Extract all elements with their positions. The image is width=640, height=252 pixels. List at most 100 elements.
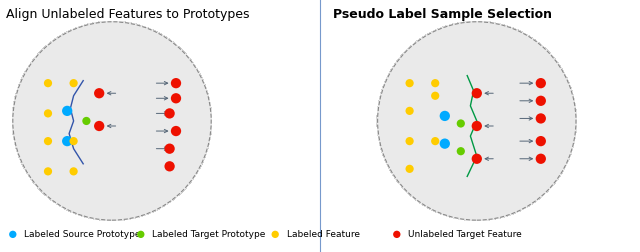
Ellipse shape [378, 22, 576, 220]
Ellipse shape [13, 22, 211, 220]
Ellipse shape [378, 22, 576, 220]
Ellipse shape [13, 22, 211, 220]
Ellipse shape [378, 22, 576, 220]
Ellipse shape [13, 22, 211, 220]
Point [62, 139, 72, 143]
Ellipse shape [13, 22, 211, 220]
Ellipse shape [13, 22, 211, 220]
Ellipse shape [378, 22, 576, 220]
Ellipse shape [13, 22, 211, 220]
Ellipse shape [378, 22, 576, 220]
Ellipse shape [13, 22, 211, 220]
Ellipse shape [13, 22, 211, 220]
Ellipse shape [378, 22, 576, 220]
Ellipse shape [13, 22, 211, 220]
Ellipse shape [13, 22, 211, 220]
Ellipse shape [378, 22, 576, 220]
Ellipse shape [378, 22, 576, 220]
Ellipse shape [378, 22, 576, 220]
Ellipse shape [378, 22, 576, 220]
Ellipse shape [378, 22, 576, 220]
Ellipse shape [13, 22, 211, 220]
Ellipse shape [13, 22, 211, 220]
Point [62, 109, 72, 113]
Ellipse shape [13, 22, 211, 220]
Point [536, 157, 546, 161]
Ellipse shape [378, 22, 576, 220]
Ellipse shape [13, 22, 211, 220]
Text: Unlabeled Target Feature: Unlabeled Target Feature [408, 230, 522, 239]
Ellipse shape [378, 22, 576, 220]
Point [430, 81, 440, 85]
Ellipse shape [13, 22, 211, 220]
Point [392, 232, 402, 236]
Ellipse shape [13, 22, 211, 220]
Ellipse shape [13, 22, 211, 220]
Ellipse shape [13, 22, 211, 220]
Ellipse shape [378, 22, 576, 220]
Ellipse shape [378, 22, 576, 220]
Ellipse shape [13, 22, 211, 220]
Ellipse shape [378, 22, 576, 220]
Ellipse shape [13, 22, 211, 220]
Ellipse shape [378, 22, 576, 220]
Point [94, 124, 104, 128]
Point [68, 169, 79, 173]
Ellipse shape [13, 22, 211, 220]
Ellipse shape [378, 22, 576, 220]
Ellipse shape [13, 22, 211, 220]
Ellipse shape [13, 22, 211, 220]
Ellipse shape [13, 22, 211, 220]
Ellipse shape [13, 22, 211, 220]
Ellipse shape [378, 22, 576, 220]
Ellipse shape [378, 22, 576, 220]
Ellipse shape [378, 22, 576, 220]
Ellipse shape [13, 22, 211, 220]
Point [404, 139, 415, 143]
Ellipse shape [378, 22, 576, 220]
Ellipse shape [378, 22, 576, 220]
Ellipse shape [13, 22, 211, 220]
Point [270, 232, 280, 236]
Ellipse shape [13, 22, 211, 220]
Ellipse shape [378, 22, 576, 220]
Ellipse shape [378, 22, 576, 220]
Ellipse shape [378, 22, 576, 220]
Ellipse shape [13, 22, 211, 220]
Text: Labeled Source Prototype: Labeled Source Prototype [24, 230, 141, 239]
Ellipse shape [378, 22, 576, 220]
Ellipse shape [13, 22, 211, 220]
Ellipse shape [378, 22, 576, 220]
Ellipse shape [378, 22, 576, 220]
Ellipse shape [13, 22, 211, 220]
Ellipse shape [13, 22, 211, 220]
Ellipse shape [13, 22, 211, 220]
Ellipse shape [378, 22, 576, 220]
Point [536, 99, 546, 103]
Ellipse shape [378, 22, 576, 220]
Ellipse shape [13, 22, 211, 220]
Text: Labeled Feature: Labeled Feature [287, 230, 360, 239]
Ellipse shape [378, 22, 576, 220]
Ellipse shape [378, 22, 576, 220]
Ellipse shape [378, 22, 576, 220]
Ellipse shape [13, 22, 211, 220]
Ellipse shape [13, 22, 211, 220]
Ellipse shape [378, 22, 576, 220]
Point [456, 121, 466, 125]
Ellipse shape [378, 22, 576, 220]
Ellipse shape [13, 22, 211, 220]
Ellipse shape [13, 22, 211, 220]
Ellipse shape [378, 22, 576, 220]
Ellipse shape [13, 22, 211, 220]
Ellipse shape [13, 22, 211, 220]
Point [404, 109, 415, 113]
Ellipse shape [13, 22, 211, 220]
Ellipse shape [378, 22, 576, 220]
Ellipse shape [378, 22, 576, 220]
Ellipse shape [13, 22, 211, 220]
Ellipse shape [378, 22, 576, 220]
Ellipse shape [13, 22, 211, 220]
Point [456, 149, 466, 153]
Point [43, 81, 53, 85]
